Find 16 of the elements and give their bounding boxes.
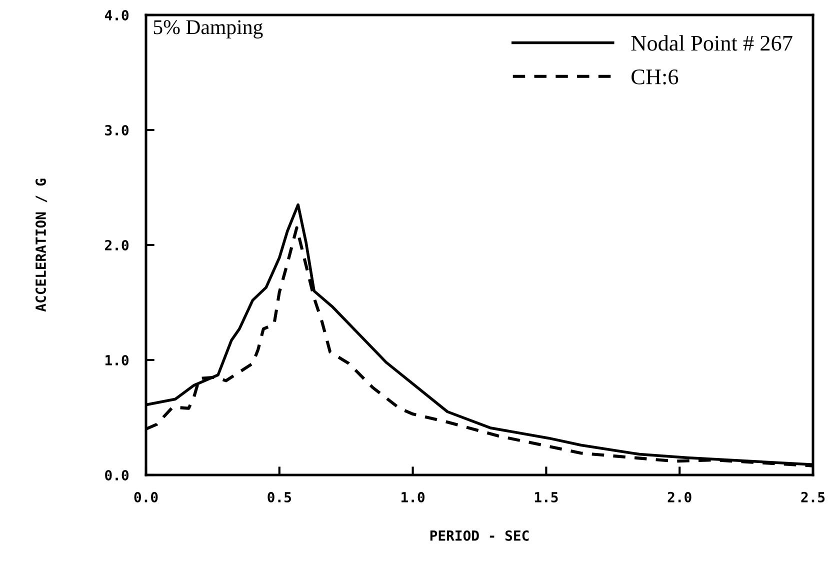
- x-tick-label: 2.0: [668, 492, 692, 502]
- x-tick-label: 0.5: [268, 492, 291, 502]
- y-axis-title: ACCELERATION / G: [35, 178, 48, 312]
- legend-label: Nodal Point # 267: [631, 35, 792, 51]
- x-tick-label: 2.5: [801, 492, 825, 502]
- y-tick-label: 2.0: [105, 240, 128, 250]
- legend-label: CH:6: [632, 69, 678, 84]
- x-tick-label: 0.0: [134, 492, 158, 502]
- y-tick-label: 0.0: [105, 470, 128, 480]
- y-tick-label: 3.0: [105, 124, 128, 136]
- x-tick-label: 1.0: [402, 492, 425, 502]
- y-tick-label: 1.0: [106, 354, 128, 366]
- y-tick-label: 4.0: [104, 10, 128, 20]
- x-axis-title: PERIOD - SEC: [430, 530, 529, 541]
- annotation: 5% Damping: [154, 20, 263, 38]
- x-tick-label: 1.5: [534, 492, 558, 502]
